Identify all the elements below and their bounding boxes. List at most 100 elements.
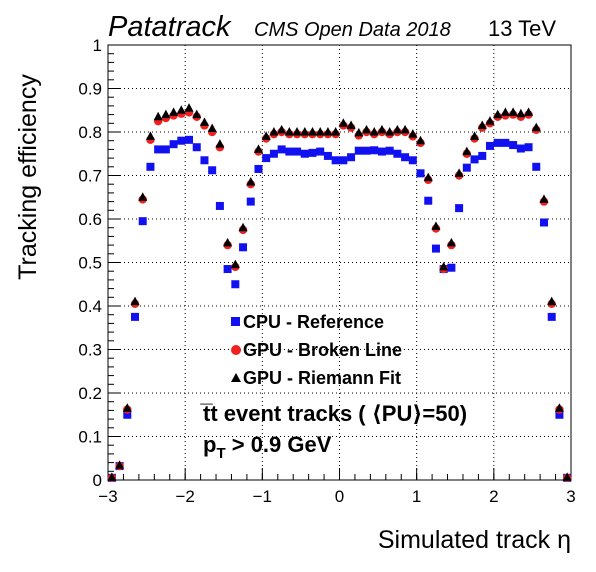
y-tick-label: 0: [93, 471, 102, 490]
gpu-riemann-marker: [431, 221, 441, 230]
pt-cut-annotation: pT > 0.9 GeV: [203, 432, 332, 462]
cpu-marker: [385, 146, 394, 155]
cpu-marker: [308, 148, 317, 157]
cpu-marker: [285, 147, 294, 156]
gpu-riemann-marker: [145, 131, 155, 140]
gpu-riemann-marker: [485, 116, 495, 125]
tick-labels: −3 −2 −1 0 1 2 3 0 0.1 0.2 0.3 0.4 0.5 0.6 0.7 0.8 0.9 1: [78, 36, 575, 506]
legend-marker-cpu: [231, 317, 240, 326]
gpu-riemann-marker: [500, 107, 510, 116]
cpu-marker: [146, 162, 155, 171]
gpu-riemann-marker: [269, 127, 279, 136]
gpu-riemann-marker: [253, 144, 263, 153]
data-markers: [107, 103, 572, 483]
legend-label-cpu: CPU - Reference: [243, 312, 384, 332]
y-tick-label: 0.3: [78, 341, 102, 360]
gpu-riemann-marker: [408, 129, 418, 138]
x-tick-label: 0: [335, 487, 344, 506]
x-tick-label: 3: [566, 487, 575, 506]
y-tick-label: 0.4: [78, 297, 102, 316]
gpu-riemann-marker: [354, 127, 364, 137]
gpu-riemann-marker: [423, 172, 433, 182]
cpu-marker: [246, 197, 255, 206]
gpu-riemann-marker: [524, 107, 534, 116]
cpu-marker: [401, 153, 410, 162]
gpu-riemann-marker: [315, 127, 325, 136]
cpu-marker: [370, 146, 379, 155]
gpu-riemann-marker: [138, 192, 148, 201]
cpu-marker: [300, 149, 309, 158]
gpu-riemann-marker: [554, 403, 564, 412]
y-tick-label: 1: [93, 36, 102, 55]
cpu-marker: [462, 163, 471, 172]
cpu-marker: [169, 140, 178, 149]
cpu-marker: [154, 145, 163, 154]
gpu-riemann-marker: [246, 177, 256, 186]
gpu-riemann-marker: [238, 222, 248, 232]
gpu-riemann-marker: [307, 127, 317, 136]
gpu-riemann-marker: [362, 124, 372, 134]
legend-marker-gpu-riemann: [231, 373, 241, 382]
cpu-marker: [455, 204, 464, 213]
gpu-riemann-marker: [454, 168, 464, 177]
cpu-marker: [424, 196, 433, 205]
cpu-marker: [516, 144, 525, 153]
gpu-riemann-marker: [385, 127, 395, 136]
gpu-riemann-marker: [377, 124, 387, 134]
cpu-marker: [470, 155, 479, 164]
gpu-riemann-marker: [331, 127, 341, 136]
gpu-riemann-marker: [462, 146, 472, 156]
gpu-riemann-marker: [192, 109, 202, 119]
header-subtitle: CMS Open Data 2018: [254, 19, 451, 41]
legend-label-gpu-broken-line: GPU - Broken Line: [243, 340, 402, 360]
x-tick-label: 2: [489, 487, 498, 506]
y-axis-title: Tracking efficiency: [14, 74, 42, 280]
cpu-marker: [555, 410, 564, 419]
gpu-riemann-marker: [539, 194, 549, 203]
cpu-marker: [277, 145, 286, 154]
legend-label-gpu-riemann: GPU - Riemann Fit: [243, 368, 401, 388]
cpu-marker: [138, 217, 147, 226]
cpu-marker: [231, 280, 240, 289]
gpu-riemann-marker: [446, 237, 456, 247]
cpu-marker: [362, 146, 371, 155]
gpu-riemann-marker: [400, 124, 410, 134]
cpu-marker: [408, 156, 417, 165]
cpu-marker: [293, 147, 302, 156]
gpu-riemann-marker: [338, 118, 348, 127]
cpu-marker: [323, 151, 332, 160]
header-energy: 13 TeV: [488, 16, 556, 41]
cpu-marker: [416, 169, 425, 178]
gpu-riemann-marker: [176, 105, 186, 114]
cpu-marker: [262, 154, 271, 163]
cpu-marker: [524, 143, 533, 152]
cpu-marker: [131, 312, 140, 321]
cpu-marker: [185, 135, 194, 144]
x-axis-title: Simulated track η: [378, 526, 571, 554]
y-tick-label: 0.6: [78, 210, 102, 229]
cpu-marker: [539, 218, 548, 227]
header-title: Patatrack: [108, 11, 232, 43]
cpu-marker: [354, 146, 363, 155]
cpu-marker: [223, 265, 232, 274]
sample-annotation: t̅t event tracks ( ⟨PU⟩=50): [200, 401, 467, 426]
gpu-riemann-marker: [284, 127, 294, 136]
x-tick-label: −1: [253, 487, 272, 506]
cpu-marker: [208, 166, 217, 175]
gpu-riemann-marker: [369, 127, 379, 136]
cpu-marker: [493, 138, 502, 147]
gpu-riemann-marker: [547, 296, 557, 306]
cpu-marker: [123, 410, 132, 419]
cpu-marker: [501, 138, 510, 147]
axis-ticks: [107, 44, 572, 481]
gpu-riemann-marker: [115, 460, 125, 469]
gpu-riemann-marker: [439, 261, 449, 271]
cpu-marker: [215, 201, 224, 210]
cpu-marker: [192, 143, 201, 152]
gpu-riemann-marker: [477, 120, 487, 129]
gpu-riemann-marker: [153, 111, 163, 121]
gpu-riemann-marker: [562, 472, 572, 481]
gpu-riemann-marker: [107, 472, 117, 481]
gpu-riemann-marker: [392, 124, 402, 134]
gpu-riemann-marker: [130, 296, 140, 306]
